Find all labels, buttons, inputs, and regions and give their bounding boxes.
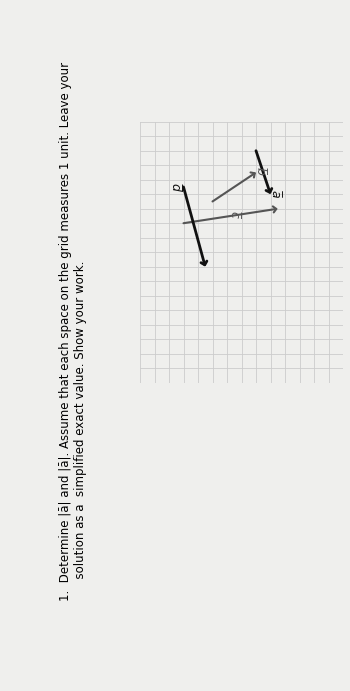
Text: d̅: d̅ bbox=[168, 183, 181, 191]
Text: a̅: a̅ bbox=[268, 191, 281, 198]
Text: b̅: b̅ bbox=[254, 167, 267, 175]
Text: c̅: c̅ bbox=[227, 211, 240, 218]
Text: 1.  Determine |ā| and |ā|. Assume that each space on the grid measures 1 unit. L: 1. Determine |ā| and |ā|. Assume that ea… bbox=[59, 62, 87, 601]
